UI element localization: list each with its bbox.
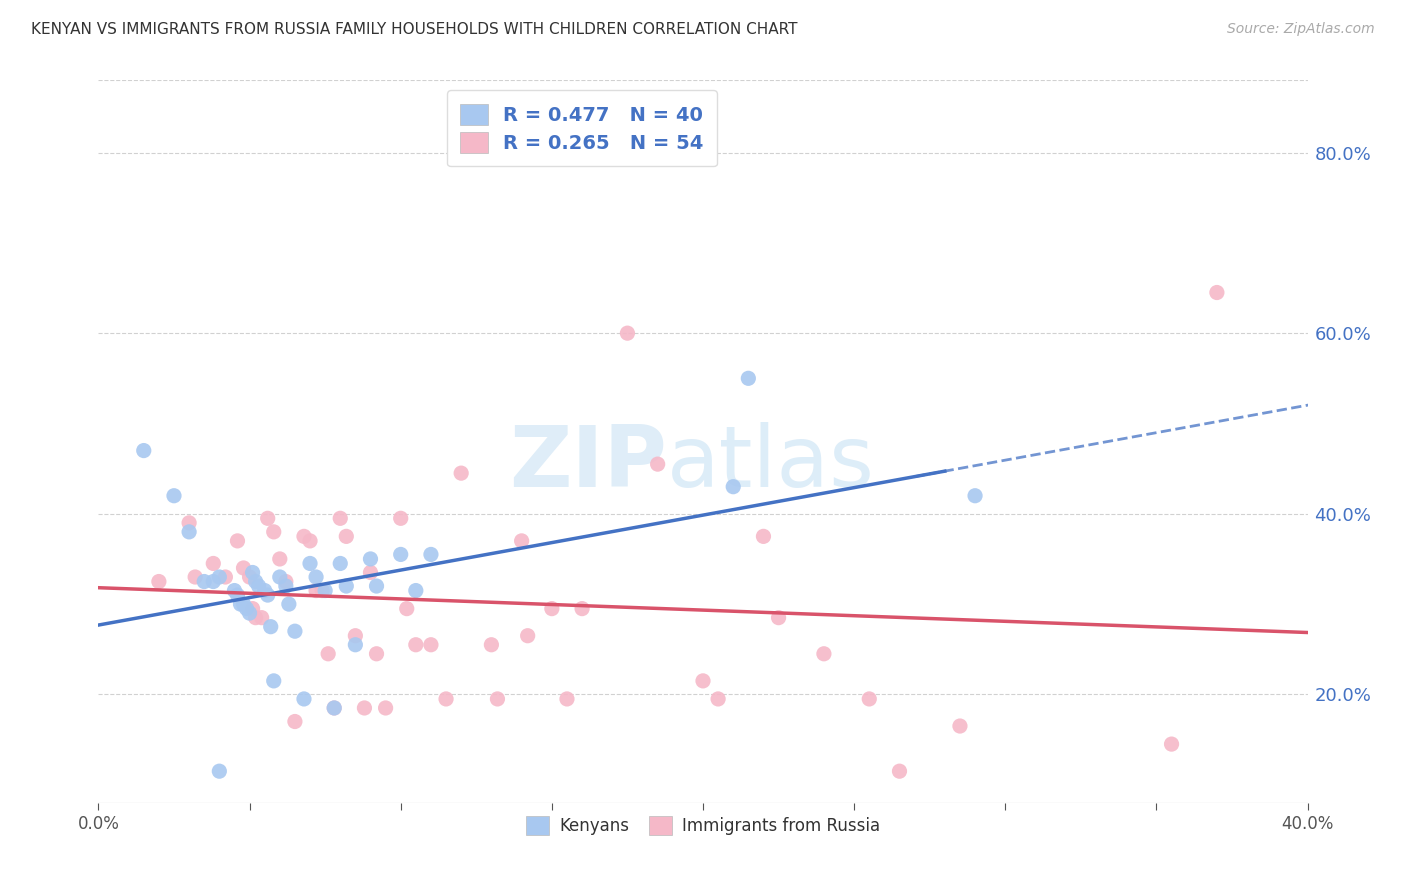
Point [314, 583, 336, 598]
Point [202, 557, 225, 571]
Point [450, 466, 472, 480]
Point [274, 574, 297, 589]
Point [752, 529, 775, 543]
Point [335, 529, 357, 543]
Point [305, 570, 328, 584]
Text: KENYAN VS IMMIGRANTS FROM RUSSIA FAMILY HOUSEHOLDS WITH CHILDREN CORRELATION CHA: KENYAN VS IMMIGRANTS FROM RUSSIA FAMILY … [31, 22, 797, 37]
Point [269, 552, 291, 566]
Text: ZIP: ZIP [509, 422, 666, 505]
Point [256, 588, 278, 602]
Point [360, 566, 382, 580]
Point [232, 561, 254, 575]
Point [193, 574, 215, 589]
Point [1206, 285, 1229, 300]
Point [344, 638, 367, 652]
Point [239, 570, 262, 584]
Point [247, 579, 270, 593]
Point [571, 601, 593, 615]
Point [707, 692, 730, 706]
Point [263, 673, 285, 688]
Point [245, 574, 267, 589]
Point [299, 557, 322, 571]
Point [277, 597, 299, 611]
Point [229, 597, 252, 611]
Point [214, 570, 236, 584]
Legend: Kenyans, Immigrants from Russia: Kenyans, Immigrants from Russia [516, 806, 890, 845]
Point [299, 533, 322, 548]
Point [768, 610, 790, 624]
Point [292, 529, 315, 543]
Point [239, 606, 262, 620]
Point [616, 326, 638, 341]
Point [889, 764, 911, 779]
Point [163, 489, 186, 503]
Point [516, 629, 538, 643]
Point [434, 692, 457, 706]
Point [540, 601, 562, 615]
Point [949, 719, 972, 733]
Point [366, 579, 388, 593]
Point [486, 692, 509, 706]
Point [208, 570, 231, 584]
Point [245, 610, 267, 624]
Point [965, 489, 987, 503]
Point [311, 583, 333, 598]
Point [555, 692, 578, 706]
Point [179, 516, 201, 530]
Point [692, 673, 714, 688]
Point [510, 533, 533, 548]
Point [395, 601, 418, 615]
Point [284, 714, 307, 729]
Point [202, 574, 225, 589]
Point [226, 533, 249, 548]
Point [323, 701, 346, 715]
Point [344, 629, 367, 643]
Point [316, 647, 339, 661]
Point [256, 511, 278, 525]
Point [374, 701, 396, 715]
Point [132, 443, 155, 458]
Point [253, 583, 276, 598]
Point [723, 480, 745, 494]
Point [269, 570, 291, 584]
Point [260, 620, 283, 634]
Point [389, 511, 412, 525]
Point [353, 701, 375, 715]
Point [389, 548, 412, 562]
Point [329, 557, 352, 571]
Point [224, 583, 246, 598]
Point [323, 701, 346, 715]
Point [263, 524, 285, 539]
Point [737, 371, 759, 385]
Text: atlas: atlas [666, 422, 875, 505]
Point [250, 610, 273, 624]
Point [305, 583, 328, 598]
Point [405, 638, 427, 652]
Point [292, 692, 315, 706]
Point [481, 638, 503, 652]
Point [148, 574, 170, 589]
Point [284, 624, 307, 639]
Point [235, 601, 257, 615]
Point [420, 638, 443, 652]
Point [366, 647, 388, 661]
Point [360, 552, 382, 566]
Point [184, 570, 207, 584]
Point [274, 579, 297, 593]
Point [405, 583, 427, 598]
Point [335, 579, 357, 593]
Point [1160, 737, 1182, 751]
Text: Source: ZipAtlas.com: Source: ZipAtlas.com [1227, 22, 1375, 37]
Point [242, 566, 264, 580]
Point [858, 692, 880, 706]
Point [232, 597, 254, 611]
Point [179, 524, 201, 539]
Point [242, 601, 264, 615]
Point [226, 588, 249, 602]
Point [420, 548, 443, 562]
Point [647, 457, 669, 471]
Point [208, 764, 231, 779]
Point [813, 647, 835, 661]
Point [329, 511, 352, 525]
